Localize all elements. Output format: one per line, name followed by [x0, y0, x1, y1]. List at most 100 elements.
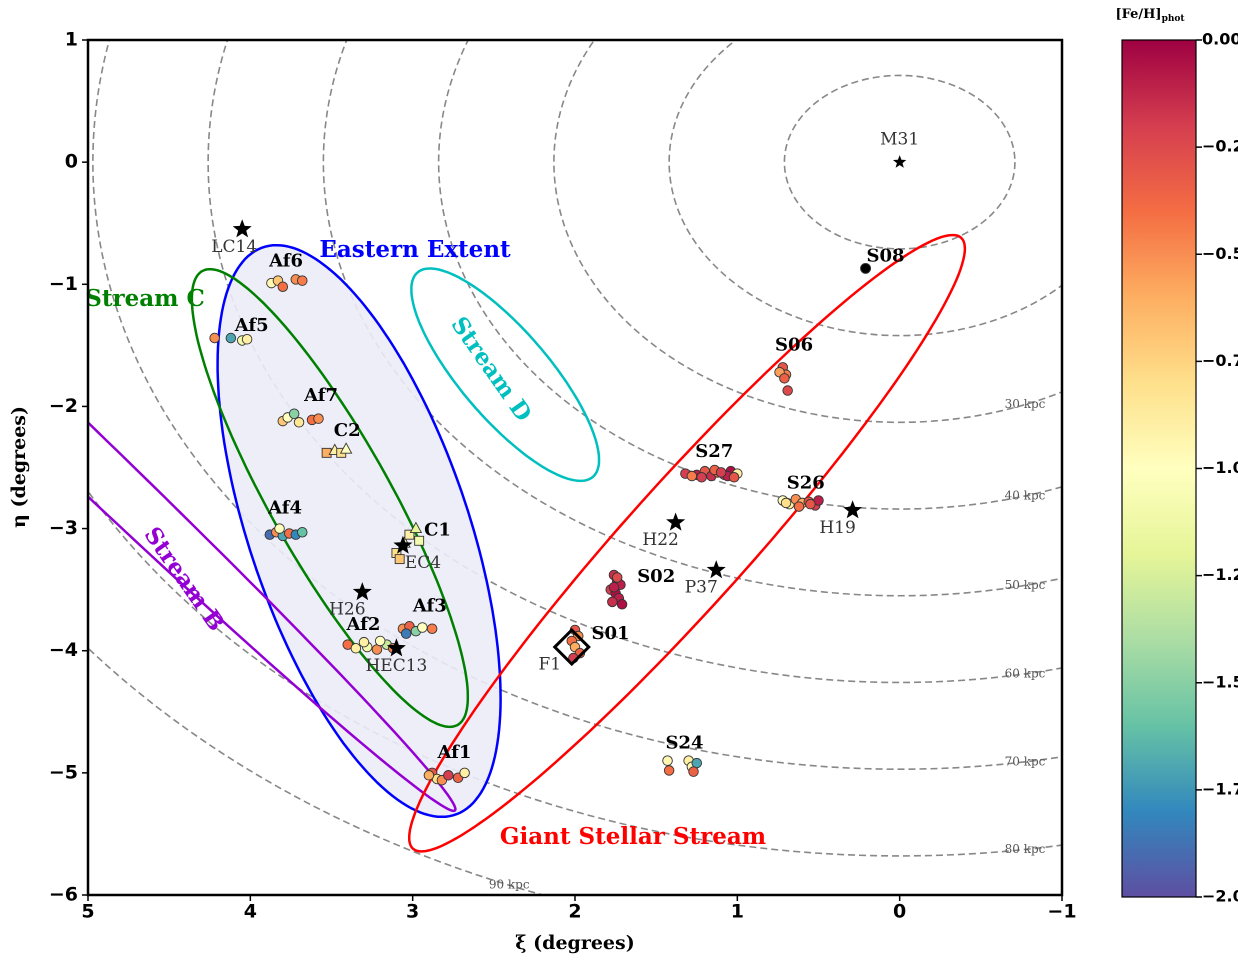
data-point	[663, 765, 675, 776]
data-point	[779, 373, 790, 384]
data-point	[274, 523, 285, 534]
colorbar-title: [Fe/H]phot	[1115, 7, 1185, 24]
colorbar-tick-label: −2.00	[1202, 887, 1238, 906]
data-point	[241, 334, 253, 345]
data-point	[423, 770, 435, 781]
x-tick-label: 4	[244, 901, 257, 923]
data-point	[616, 599, 628, 610]
object-star	[232, 219, 252, 238]
field-label: Af1	[436, 742, 471, 763]
region-label: Eastern Extent	[319, 236, 511, 263]
data-point	[288, 408, 300, 420]
field-label: Af4	[267, 498, 302, 519]
data-point	[780, 497, 792, 509]
circle-label: 30 kpc	[1005, 397, 1046, 411]
field-marker	[552, 627, 591, 667]
data-point	[225, 332, 237, 344]
data-point	[297, 526, 308, 538]
y-tick-label: −3	[49, 517, 78, 539]
circle-label: 40 kpc	[1005, 488, 1046, 502]
object-label: LC14	[211, 237, 257, 257]
field-label: S02	[637, 566, 675, 587]
object-label: P37	[685, 578, 718, 598]
circle-label: 60 kpc	[1005, 666, 1046, 680]
x-tick-label: 0	[893, 901, 906, 923]
field-label: Af3	[412, 595, 447, 616]
data-point	[715, 467, 727, 478]
region-label: Giant Stellar Stream	[500, 823, 766, 850]
object-star	[843, 500, 863, 519]
colorbar-tick-label: −0.25	[1202, 137, 1238, 156]
region-ellipse	[407, 233, 967, 853]
y-tick-label: 0	[65, 151, 78, 173]
x-tick-label: −1	[1047, 901, 1076, 923]
data-point	[297, 275, 308, 286]
x-tick-label: 3	[406, 901, 419, 923]
object-label: HEC13	[365, 656, 427, 676]
object-label: H19	[819, 518, 855, 538]
data-point	[611, 572, 623, 583]
data-point	[426, 623, 438, 634]
colorbar-tick-label: −0.50	[1202, 244, 1238, 263]
data-point	[662, 755, 673, 766]
y-tick-label: 1	[65, 29, 78, 51]
colorbar-label-sub: phot	[1162, 14, 1186, 24]
field-label: Af2	[346, 614, 381, 635]
object-star	[893, 155, 907, 168]
object-label: EC4	[405, 553, 441, 573]
object-star	[386, 638, 406, 657]
data-point	[277, 281, 289, 292]
data-point	[608, 581, 620, 593]
data-point	[293, 417, 305, 428]
distance-circle	[553, 40, 1062, 424]
x-tick-label: 1	[731, 901, 744, 923]
region-label: Stream C	[85, 285, 205, 312]
field-label: S08	[867, 245, 905, 266]
data-point	[688, 766, 699, 777]
object-star	[393, 535, 413, 554]
object-label: H26	[329, 600, 365, 620]
colorbar-tick-label: −1.75	[1202, 779, 1238, 798]
data-point	[696, 472, 707, 483]
field-label: S01	[592, 623, 630, 644]
data-point	[358, 636, 370, 648]
data-point	[782, 385, 793, 396]
region-ellipse	[190, 267, 470, 729]
data-point	[409, 521, 423, 534]
colorbar-tick-label: 0.00	[1202, 30, 1238, 49]
colorbar-tick-label: −0.75	[1202, 351, 1238, 370]
data-point	[686, 470, 698, 482]
field-label: Af6	[268, 250, 303, 271]
data-point	[400, 628, 412, 639]
circle-label: 70 kpc	[1005, 754, 1046, 768]
distance-circle	[783, 74, 1016, 250]
colorbar-tick-label: −1.50	[1202, 672, 1238, 691]
distance-circle	[92, 40, 1062, 770]
data-point	[209, 332, 220, 344]
field-label: C1	[424, 520, 451, 541]
object-star	[666, 512, 686, 531]
data-point	[414, 535, 425, 546]
circle-label: 50 kpc	[1005, 578, 1046, 592]
data-point	[860, 262, 872, 274]
x-axis-label: ξ (degrees)	[515, 932, 634, 954]
object-label: H22	[642, 530, 678, 550]
colorbar-label: [Fe/H]	[1115, 7, 1161, 22]
data-point	[394, 554, 405, 565]
field-label: S06	[775, 334, 813, 355]
colorbar-tick-label: −1.00	[1202, 458, 1238, 477]
y-tick-label: −6	[49, 884, 78, 906]
circle-label: 90 kpc	[489, 878, 530, 892]
colorbar	[1121, 39, 1197, 898]
region-ellipse	[88, 420, 457, 813]
y-tick-label: −1	[49, 273, 78, 295]
y-axis-label: η (degrees)	[8, 406, 30, 528]
data-point	[443, 770, 454, 781]
y-tick-label: −5	[49, 761, 78, 783]
circle-label: 80 kpc	[1005, 842, 1046, 856]
y-tick-label: −4	[49, 639, 78, 661]
field-label: C2	[334, 420, 361, 441]
field-label: S24	[666, 733, 704, 754]
